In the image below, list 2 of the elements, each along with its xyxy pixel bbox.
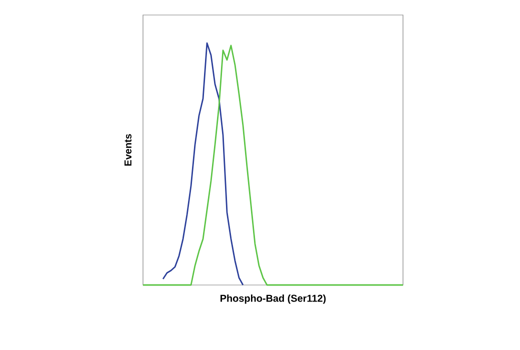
- x-axis-title: Phospho-Bad (Ser112): [220, 294, 326, 304]
- y-axis-title: Events: [124, 134, 132, 166]
